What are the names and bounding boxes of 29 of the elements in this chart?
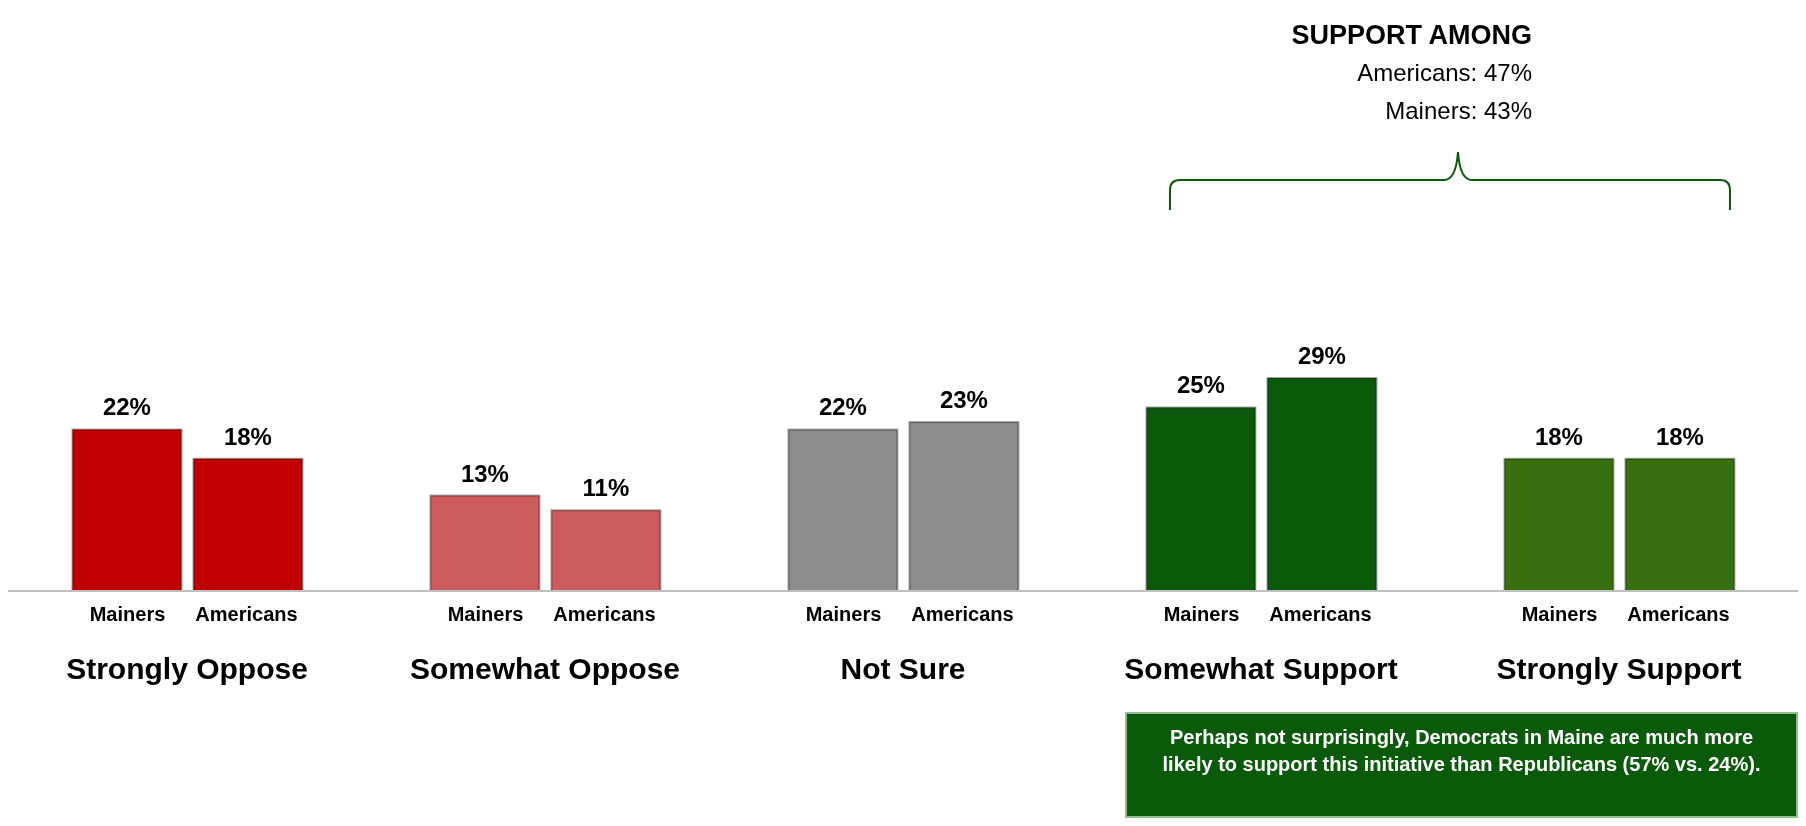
text: Mainers: 43% xyxy=(1384,96,1532,126)
data-label: 11% xyxy=(582,474,630,502)
text: Mainers xyxy=(805,603,882,625)
data-label: 23% xyxy=(939,386,988,414)
text: SUPPORT AMONG xyxy=(1291,19,1532,52)
text: Perhaps not surprisingly, Democrats in Maine are much more likely to support this initiative than Republicans (57% vs. 24%). xyxy=(1125,712,1798,818)
data-label: 29% xyxy=(1297,342,1346,369)
data-label: 18% xyxy=(1655,422,1704,450)
data-label: 13% xyxy=(460,459,509,487)
data-label: 18% xyxy=(223,422,272,450)
text: Mainers xyxy=(447,603,524,625)
series-label: Mainers xyxy=(89,603,166,625)
text: Mainers xyxy=(1163,603,1240,625)
data-label: 25% xyxy=(1176,371,1225,399)
x-tick-label: Strongly Oppose xyxy=(66,652,308,685)
text: Mainers xyxy=(1521,603,1598,625)
data-label: 18% xyxy=(1534,422,1583,450)
data-label: 22% xyxy=(102,393,151,421)
x-tick-label: Strongly Support xyxy=(1496,652,1742,685)
text: Americans xyxy=(911,603,1014,625)
x-tick-label: Not Sure xyxy=(840,652,966,685)
series-label: Americans xyxy=(195,603,298,625)
text: Americans: 47% xyxy=(1356,58,1532,88)
text: Americans xyxy=(553,603,656,625)
text: Americans xyxy=(1269,603,1372,625)
x-tick-label: Somewhat Support xyxy=(1124,652,1398,685)
text: Americans xyxy=(1627,603,1730,625)
data-label: 22% xyxy=(818,393,867,421)
x-tick-label: Somewhat Oppose xyxy=(409,652,681,685)
